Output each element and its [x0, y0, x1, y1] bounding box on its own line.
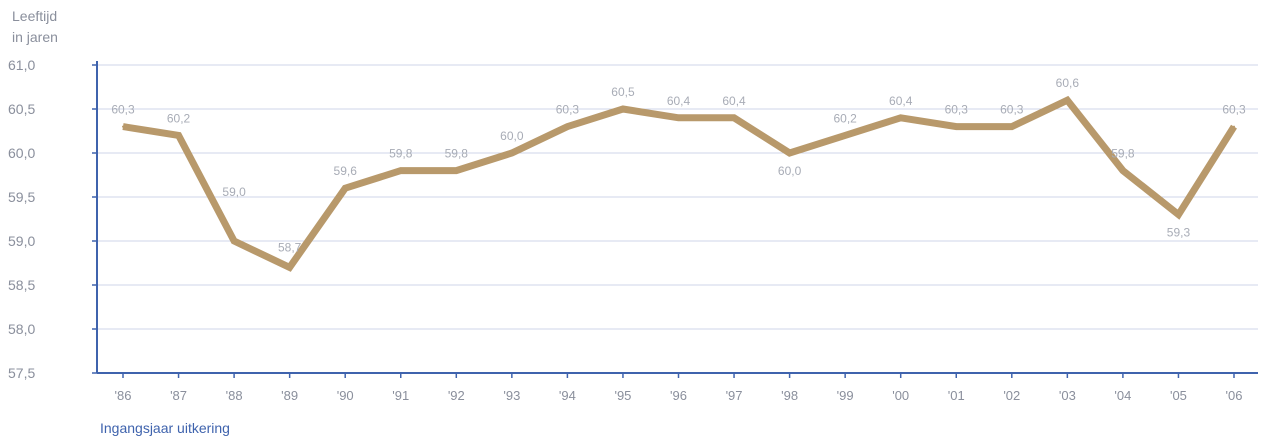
data-point — [344, 187, 347, 190]
data-point — [455, 169, 458, 172]
x-tick-label: '96 — [670, 388, 687, 403]
data-label: 60,2 — [833, 111, 857, 125]
data-point — [677, 116, 680, 119]
x-tick-label: '91 — [392, 388, 409, 403]
y-tick-label: 59,5 — [8, 189, 35, 205]
data-label: 60,0 — [778, 164, 802, 178]
data-point — [1121, 169, 1124, 172]
data-label: 59,6 — [334, 164, 358, 178]
data-point — [1233, 125, 1235, 128]
y-tick-label: 60,5 — [8, 101, 35, 117]
data-label: 59,0 — [222, 185, 246, 199]
x-axis-label: Ingangsjaar uitkering — [100, 420, 230, 436]
x-tick-label: '00 — [892, 388, 909, 403]
y-tick-label: 57,5 — [8, 365, 35, 381]
data-label: 59,8 — [445, 147, 469, 161]
data-point — [844, 134, 847, 137]
data-label: 60,3 — [556, 103, 580, 117]
x-tick-labels: '86 '87 '88 '89 '90 '91 '92 '93 '94 '95 '96 '97 '98 '… — [115, 388, 1243, 403]
data-label: 60,5 — [611, 85, 635, 99]
y-tick-labels: 61,0 60,5 60,0 59,5 59,0 58,5 58,0 57,5 — [8, 57, 35, 381]
x-tick-label: '87 — [170, 388, 187, 403]
x-tick-label: '95 — [614, 388, 631, 403]
data-point — [1010, 125, 1013, 128]
data-label: 60,2 — [167, 111, 191, 125]
x-tick-label: '97 — [726, 388, 743, 403]
data-point — [788, 152, 791, 154]
x-tick-label: '03 — [1059, 388, 1076, 403]
x-tick-label: '01 — [948, 388, 965, 403]
data-label: 59,8 — [1111, 147, 1135, 161]
x-tick-label: '86 — [115, 388, 132, 403]
x-tick-label: '05 — [1170, 388, 1187, 403]
series-line — [122, 95, 1237, 272]
data-label: 60,4 — [722, 94, 746, 108]
x-tick-label: '93 — [503, 388, 520, 403]
data-label: 60,4 — [889, 94, 913, 108]
data-point — [233, 240, 236, 242]
data-point — [733, 116, 736, 119]
data-point — [510, 152, 513, 154]
data-point — [899, 116, 902, 119]
data-point — [566, 125, 569, 128]
y-tick-label: 60,0 — [8, 145, 35, 161]
x-tick-label: '06 — [1226, 388, 1243, 403]
x-tick-label: '88 — [226, 388, 243, 403]
y-axis-label-line-1: Leeftijd — [12, 8, 57, 24]
data-point — [177, 134, 180, 137]
y-tick-label: 58,0 — [8, 321, 35, 337]
x-tick-label: '90 — [337, 388, 354, 403]
data-label: 59,3 — [1167, 226, 1191, 240]
data-label: 59,8 — [389, 147, 413, 161]
y-tick-label: 61,0 — [8, 57, 35, 73]
data-point — [288, 266, 291, 269]
data-point — [1066, 99, 1069, 102]
data-label: 60,4 — [667, 94, 691, 108]
x-tick-label: '89 — [281, 388, 298, 403]
data-point — [1177, 213, 1180, 216]
x-tick-label: '92 — [448, 388, 465, 403]
data-point — [122, 125, 124, 128]
x-tick-label: '94 — [559, 388, 576, 403]
data-label: 60,3 — [1222, 103, 1246, 117]
axes — [92, 61, 1258, 378]
y-axis-label-line-2: in jaren — [12, 29, 58, 45]
data-label: 58,7 — [278, 240, 302, 254]
data-labels: 60,3 60,2 59,0 58,7 59,6 59,8 59,8 60,0 60,3 60,5… — [111, 76, 1246, 254]
x-tick-label: '04 — [1114, 388, 1131, 403]
data-label: 60,3 — [1000, 103, 1024, 117]
y-tick-label: 59,0 — [8, 233, 35, 249]
gridlines — [97, 64, 1258, 330]
data-point — [399, 169, 402, 172]
data-label: 60,6 — [1056, 76, 1080, 90]
data-label: 60,0 — [500, 129, 524, 143]
data-label: 60,3 — [945, 103, 969, 117]
y-tick-label: 58,5 — [8, 277, 35, 293]
x-tick-label: '99 — [837, 388, 854, 403]
data-point — [955, 125, 958, 128]
x-tick-label: '02 — [1003, 388, 1020, 403]
data-label: 60,3 — [111, 103, 135, 117]
x-tick-label: '98 — [781, 388, 798, 403]
data-point — [621, 108, 624, 110]
